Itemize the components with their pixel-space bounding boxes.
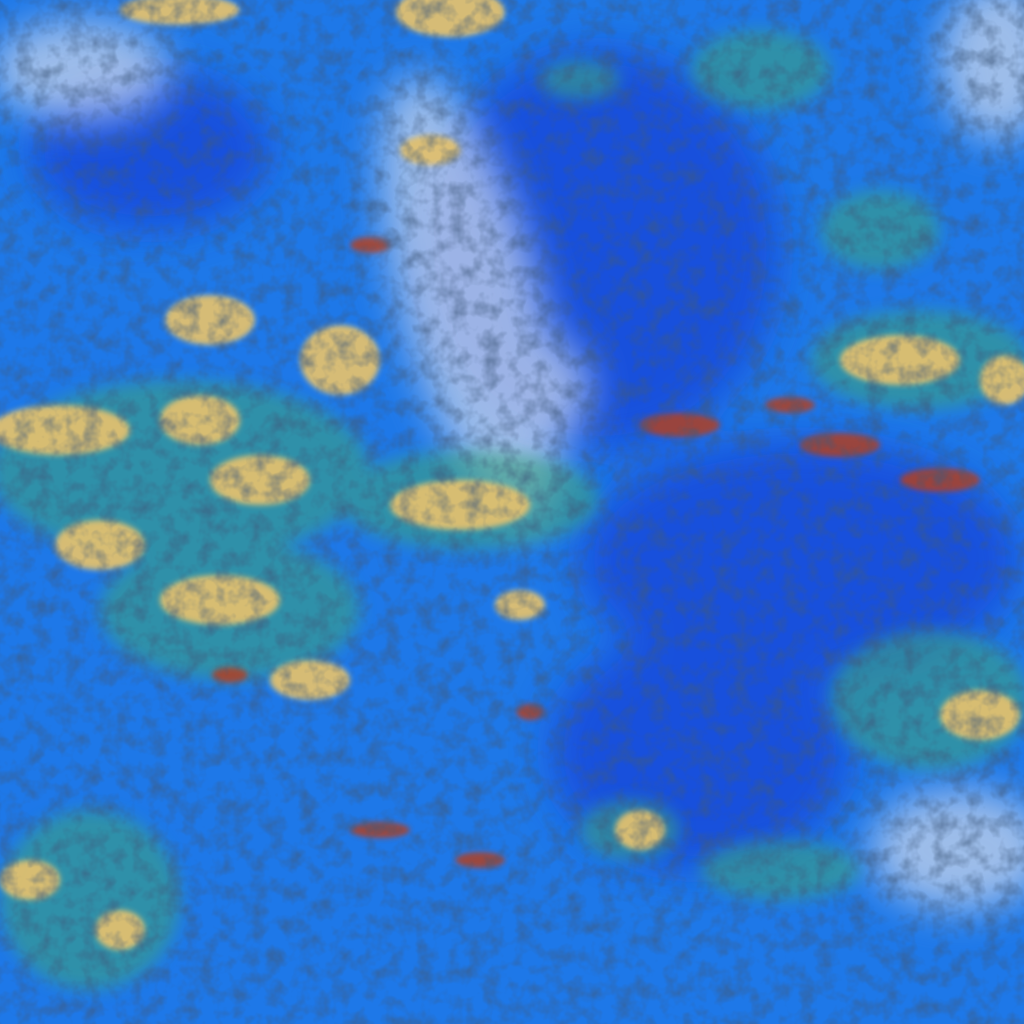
texture-grain (0, 0, 1024, 1024)
satellite-image (0, 0, 1024, 1024)
